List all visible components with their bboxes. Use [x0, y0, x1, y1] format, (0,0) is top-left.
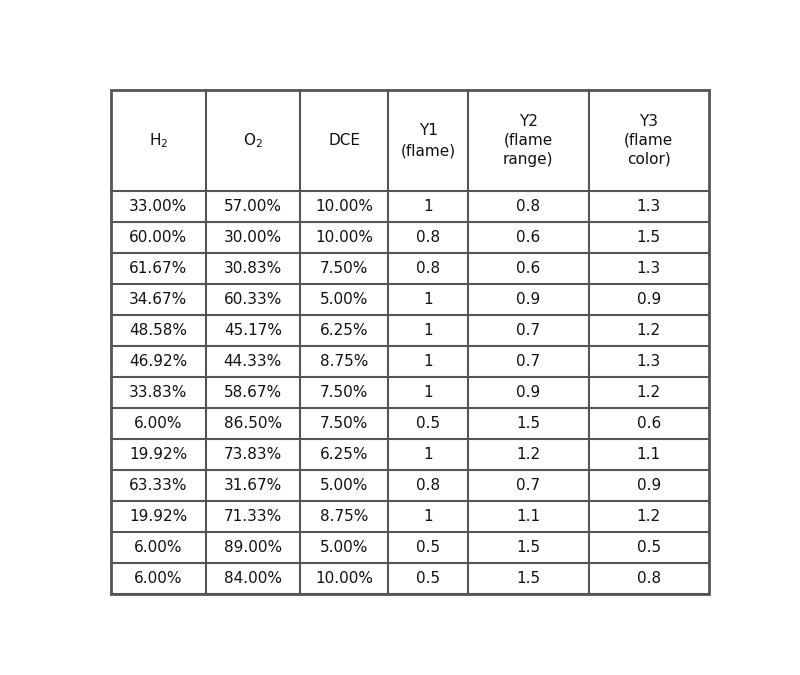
Text: 1: 1 — [423, 385, 433, 400]
Text: 6.00%: 6.00% — [134, 416, 182, 431]
Text: 0.6: 0.6 — [516, 261, 541, 275]
Text: 57.00%: 57.00% — [224, 198, 282, 213]
Text: 61.67%: 61.67% — [130, 261, 187, 275]
Text: 0.9: 0.9 — [516, 292, 541, 307]
Text: 0.8: 0.8 — [416, 261, 440, 275]
Text: 0.9: 0.9 — [637, 478, 661, 493]
Text: 5.00%: 5.00% — [320, 540, 369, 556]
Text: 0.8: 0.8 — [416, 478, 440, 493]
Text: (flame): (flame) — [401, 143, 456, 158]
Text: 7.50%: 7.50% — [320, 385, 369, 400]
Text: 1.5: 1.5 — [516, 540, 541, 556]
Text: 1.2: 1.2 — [637, 323, 661, 338]
Text: Y3: Y3 — [639, 114, 658, 129]
Text: 63.33%: 63.33% — [129, 478, 188, 493]
Text: 31.67%: 31.67% — [224, 478, 282, 493]
Text: 1.1: 1.1 — [637, 447, 661, 462]
Text: range): range) — [503, 152, 554, 167]
Text: 60.00%: 60.00% — [130, 230, 187, 244]
Text: 48.58%: 48.58% — [130, 323, 187, 338]
Text: 0.7: 0.7 — [516, 323, 541, 338]
Text: 1.5: 1.5 — [516, 571, 541, 587]
Text: 10.00%: 10.00% — [315, 198, 374, 213]
Text: 1.5: 1.5 — [637, 230, 661, 244]
Text: 1: 1 — [423, 323, 433, 338]
Text: 0.5: 0.5 — [416, 540, 440, 556]
Text: 0.5: 0.5 — [416, 416, 440, 431]
Text: 6.25%: 6.25% — [320, 323, 369, 338]
Text: H$_2$: H$_2$ — [149, 131, 168, 150]
Text: color): color) — [627, 152, 670, 167]
Text: 30.83%: 30.83% — [224, 261, 282, 275]
Text: Y2: Y2 — [519, 114, 538, 129]
Text: 6.25%: 6.25% — [320, 447, 369, 462]
Text: 1: 1 — [423, 509, 433, 524]
Text: 1.3: 1.3 — [637, 261, 661, 275]
Text: 0.8: 0.8 — [516, 198, 541, 213]
Text: 89.00%: 89.00% — [224, 540, 282, 556]
Text: 84.00%: 84.00% — [224, 571, 282, 587]
Text: 33.00%: 33.00% — [130, 198, 187, 213]
Text: 1.1: 1.1 — [516, 509, 541, 524]
Text: 1.3: 1.3 — [637, 198, 661, 213]
Text: 1.2: 1.2 — [516, 447, 541, 462]
Text: 8.75%: 8.75% — [320, 354, 369, 369]
Text: 1.2: 1.2 — [637, 385, 661, 400]
Text: 1: 1 — [423, 354, 433, 369]
Text: 0.6: 0.6 — [516, 230, 541, 244]
Text: 0.5: 0.5 — [416, 571, 440, 587]
Text: 6.00%: 6.00% — [134, 540, 182, 556]
Text: 1.5: 1.5 — [516, 416, 541, 431]
Text: 46.92%: 46.92% — [130, 354, 187, 369]
Text: 6.00%: 6.00% — [134, 571, 182, 587]
Text: 60.33%: 60.33% — [224, 292, 282, 307]
Text: 71.33%: 71.33% — [224, 509, 282, 524]
Text: 73.83%: 73.83% — [224, 447, 282, 462]
Text: 1: 1 — [423, 447, 433, 462]
Text: O$_2$: O$_2$ — [243, 131, 262, 150]
Text: 1: 1 — [423, 198, 433, 213]
Text: (flame: (flame — [624, 133, 674, 148]
Text: 10.00%: 10.00% — [315, 230, 374, 244]
Text: 7.50%: 7.50% — [320, 261, 369, 275]
Text: 1.3: 1.3 — [637, 354, 661, 369]
Text: 1.2: 1.2 — [637, 509, 661, 524]
Bar — [111, 90, 709, 190]
Text: 19.92%: 19.92% — [130, 447, 187, 462]
Text: 10.00%: 10.00% — [315, 571, 374, 587]
Text: 1: 1 — [423, 292, 433, 307]
Text: 7.50%: 7.50% — [320, 416, 369, 431]
Text: 0.9: 0.9 — [637, 292, 661, 307]
Text: 8.75%: 8.75% — [320, 509, 369, 524]
Text: 0.5: 0.5 — [637, 540, 661, 556]
Text: 30.00%: 30.00% — [224, 230, 282, 244]
Text: 0.6: 0.6 — [637, 416, 661, 431]
Text: 19.92%: 19.92% — [130, 509, 187, 524]
Text: 44.33%: 44.33% — [224, 354, 282, 369]
Text: 58.67%: 58.67% — [224, 385, 282, 400]
Text: 5.00%: 5.00% — [320, 292, 369, 307]
Text: 5.00%: 5.00% — [320, 478, 369, 493]
Text: 0.9: 0.9 — [516, 385, 541, 400]
Text: (flame: (flame — [504, 133, 553, 148]
Text: 0.8: 0.8 — [416, 230, 440, 244]
Text: 0.8: 0.8 — [637, 571, 661, 587]
Text: 0.7: 0.7 — [516, 478, 541, 493]
Text: DCE: DCE — [328, 133, 360, 148]
Text: 34.67%: 34.67% — [130, 292, 187, 307]
Text: 33.83%: 33.83% — [129, 385, 187, 400]
Text: 45.17%: 45.17% — [224, 323, 282, 338]
Text: 0.7: 0.7 — [516, 354, 541, 369]
Text: 86.50%: 86.50% — [224, 416, 282, 431]
Text: Y1: Y1 — [418, 123, 438, 138]
